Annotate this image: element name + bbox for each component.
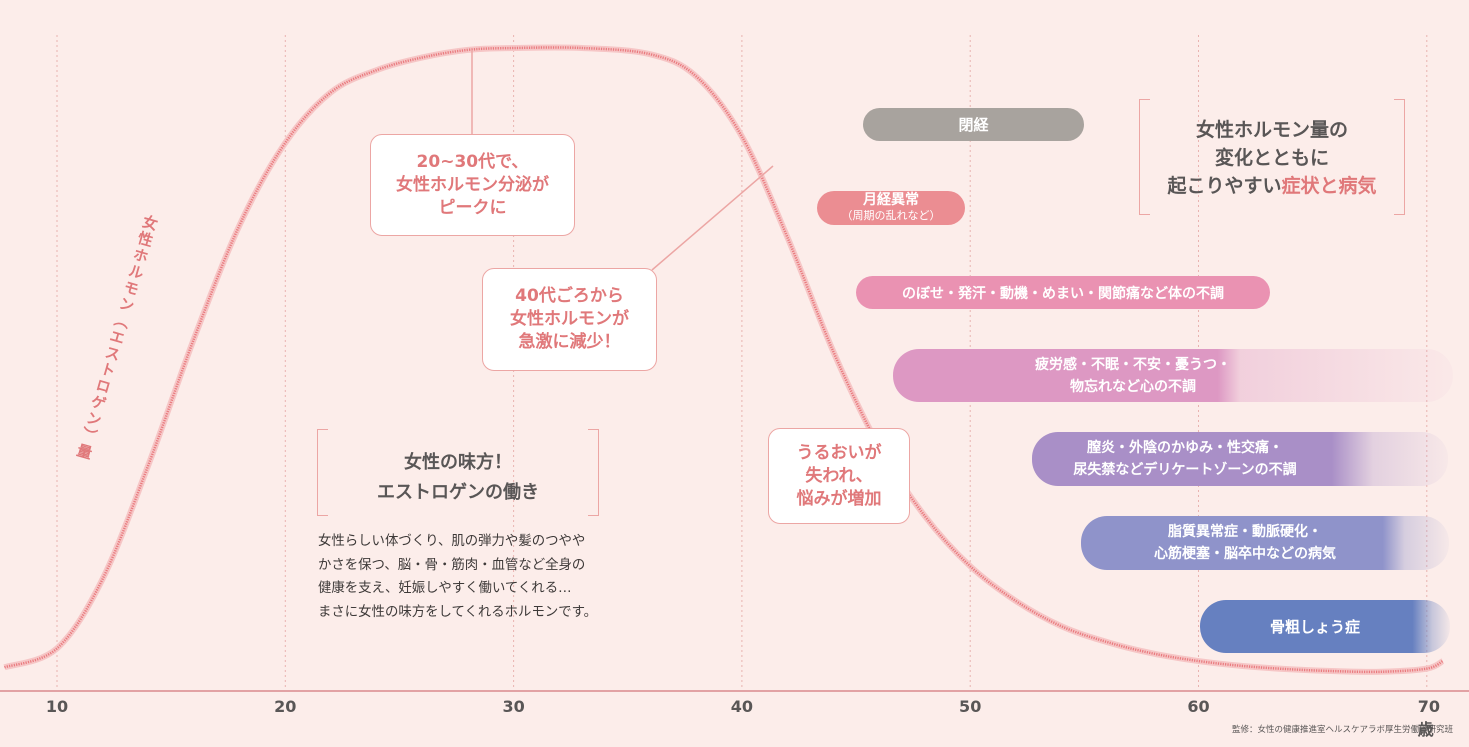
decline-callout-line: 40代ごろから (515, 286, 624, 306)
estrogen-heading: 女性の味方！ (404, 452, 512, 473)
estrogen-subheading: エストロゲンの働き (377, 482, 539, 503)
description-line: まさに女性の味方をしてくれるホルモンです。 (318, 604, 598, 620)
menstrual-sublabel: （周期の乱れなど） (841, 209, 941, 222)
title-line-1: 女性ホルモン量の (1195, 119, 1348, 141)
title-line-3-plain: 起こりやすい (1167, 175, 1282, 197)
peak-callout-line: 女性ホルモン分泌が (396, 174, 549, 195)
title-line-3-accent: 症状と病気 (1281, 175, 1377, 197)
peak-callout: 20~30代で、 女性ホルモン分泌が ピークに (370, 134, 575, 236)
moisture-callout-line: うるおいが (796, 442, 882, 463)
menopause-label: 閉経 (958, 116, 989, 134)
x-tick-label: 70 歳 (1417, 697, 1440, 739)
description-line: 女性らしい体づくり、肌の弾力や髪のつやや (318, 534, 586, 549)
description-line: 健康を支え、妊娠しやすく働いてくれる… (318, 581, 572, 596)
delicate-zone-pill: 膣炎・外陰のかゆみ・性交痛・ 尿失禁などデリケートゾーンの不調 (1032, 432, 1448, 486)
title-line-3: 起こりやすい症状と病気 (1139, 172, 1405, 200)
decline-callout-line: 急激に減少！ (518, 332, 621, 352)
hormone-curve (4, 46, 1444, 674)
physical-symptoms-label: のぼせ・発汗・動機・めまい・関節痛など体の不調 (902, 285, 1224, 302)
disease-label: 脂質異常症・動脈硬化・ (1168, 524, 1322, 540)
mental-symptoms-label: 疲労感・不眠・不安・憂うつ・ (1035, 356, 1231, 373)
moisture-callout-line: 失われ、 (805, 465, 873, 486)
osteoporosis-label: 骨粗しょう症 (1269, 618, 1360, 636)
physical-symptoms-pill: のぼせ・発汗・動機・めまい・関節痛など体の不調 (856, 276, 1270, 309)
title-line-2: 変化とともに (1214, 147, 1329, 169)
description-line: かさを保つ、脳・骨・筋肉・血管など全身の (318, 557, 586, 573)
title-frame: 女性ホルモン量の 変化とともに 起こりやすい症状と病気 (1139, 98, 1405, 215)
menstrual-label: 月経異常 (863, 192, 919, 208)
disease-label: 心筋梗塞・脳卒中などの病気 (1154, 546, 1336, 562)
x-tick-label: 20 (274, 697, 297, 716)
moisture-callout: うるおいが 失われ、 悩みが増加 (768, 428, 910, 524)
source-note: 監修：女性の健康推進室ヘルスケアラボ厚生労働省研究班 (1232, 725, 1454, 735)
x-tick-label: 50 (959, 697, 982, 716)
estrogen-heading-frame: 女性の味方！ エストロゲンの働き (317, 428, 599, 516)
peak-callout-line: 20~30代で、 (416, 151, 529, 172)
decline-leader-line (651, 165, 774, 271)
delicate-zone-label: 尿失禁などデリケートゾーンの不調 (1073, 462, 1297, 478)
x-tick-label: 60 (1187, 697, 1210, 716)
menstrual-pill: 月経異常 （周期の乱れなど） (817, 191, 965, 225)
mental-symptoms-pill: 疲労感・不眠・不安・憂うつ・ 物忘れなど心の不調 (893, 349, 1453, 402)
moisture-callout-line: 悩みが増加 (796, 488, 882, 509)
x-tick-label: 30 (502, 697, 525, 716)
delicate-zone-label: 膣炎・外陰のかゆみ・性交痛・ (1087, 440, 1283, 456)
decline-callout: 40代ごろから 女性ホルモンが 急激に減少！ (482, 268, 657, 371)
estrogen-description: 女性らしい体づくり、肌の弾力や髪のつやや かさを保つ、脳・骨・筋肉・血管など全身… (318, 530, 618, 624)
x-tick-label: 40 (730, 697, 754, 716)
x-tick-label: 10 (45, 697, 69, 716)
mental-symptoms-label: 物忘れなど心の不調 (1070, 378, 1196, 395)
menopause-pill: 閉経 (863, 108, 1084, 141)
osteoporosis-pill: 骨粗しょう症 (1200, 600, 1450, 653)
disease-pill: 脂質異常症・動脈硬化・ 心筋梗塞・脳卒中などの病気 (1081, 516, 1449, 570)
peak-callout-line: ピークに (438, 197, 507, 218)
decline-callout-line: 女性ホルモンが (510, 309, 629, 329)
